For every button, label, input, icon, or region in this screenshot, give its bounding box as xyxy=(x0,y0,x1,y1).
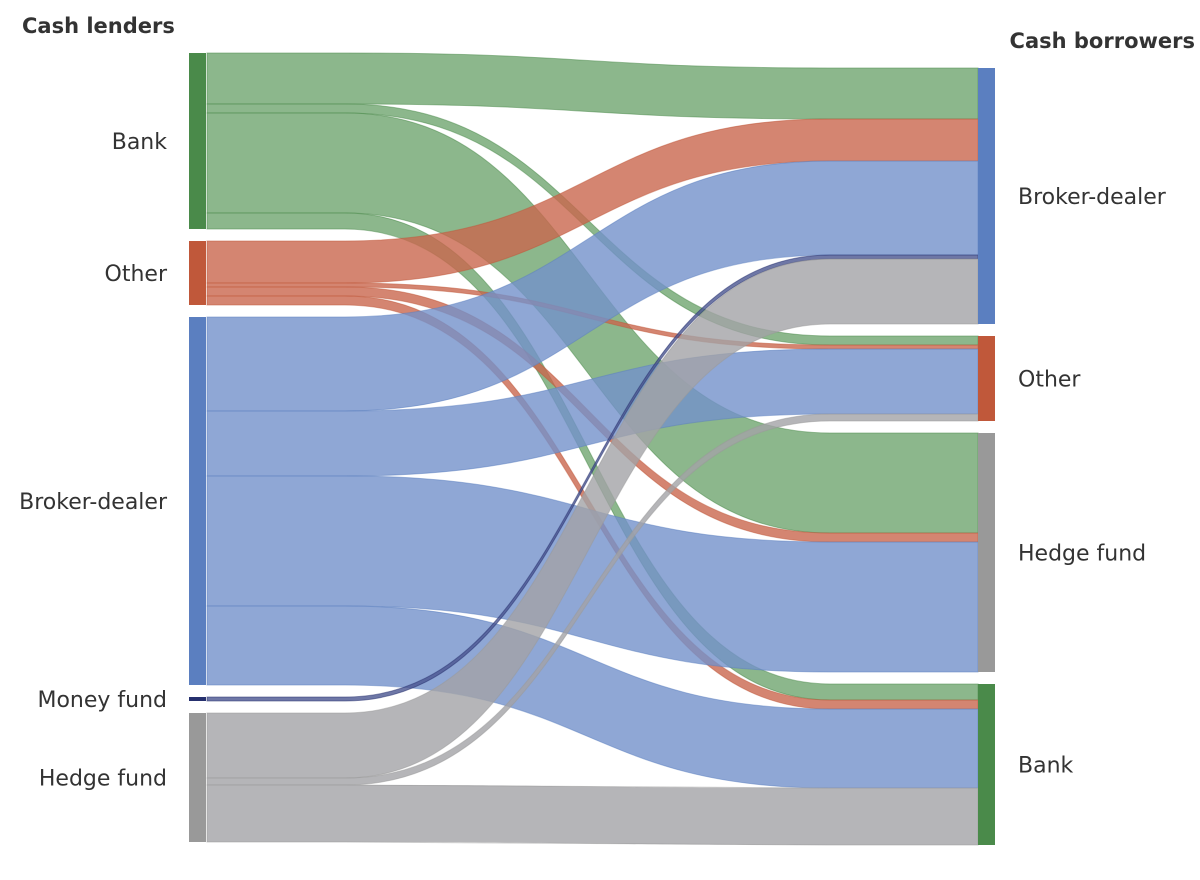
source-node-hedge-fund xyxy=(189,713,206,842)
labels: Bank Other Broker-dealer Money fund Hedge fu… xyxy=(19,130,1167,792)
source-label-hedge-fund: Hedge fund xyxy=(39,767,167,792)
nodes xyxy=(189,53,995,845)
left-title: Cash lenders xyxy=(22,14,175,38)
source-label-bank: Bank xyxy=(112,130,168,155)
target-label-other: Other xyxy=(1018,368,1081,393)
source-node-other xyxy=(189,241,206,305)
source-label-broker-dealer: Broker-dealer xyxy=(19,490,168,515)
source-node-bank xyxy=(189,53,206,229)
link-hedge-fund-to-bank xyxy=(206,784,979,846)
target-node-bank xyxy=(978,684,995,845)
source-label-money-fund: Money fund xyxy=(37,688,167,713)
target-node-hedge-fund xyxy=(978,433,995,672)
target-label-broker-dealer: Broker-dealer xyxy=(1018,185,1167,210)
target-node-broker-dealer xyxy=(978,68,995,324)
source-node-broker-dealer xyxy=(189,317,206,685)
target-label-hedge-fund: Hedge fund xyxy=(1018,542,1146,567)
right-title: Cash borrowers xyxy=(1010,29,1195,53)
target-label-bank: Bank xyxy=(1018,754,1074,779)
source-node-money-fund xyxy=(189,697,206,701)
source-label-other: Other xyxy=(105,262,168,287)
links xyxy=(206,52,979,846)
target-node-other xyxy=(978,336,995,421)
